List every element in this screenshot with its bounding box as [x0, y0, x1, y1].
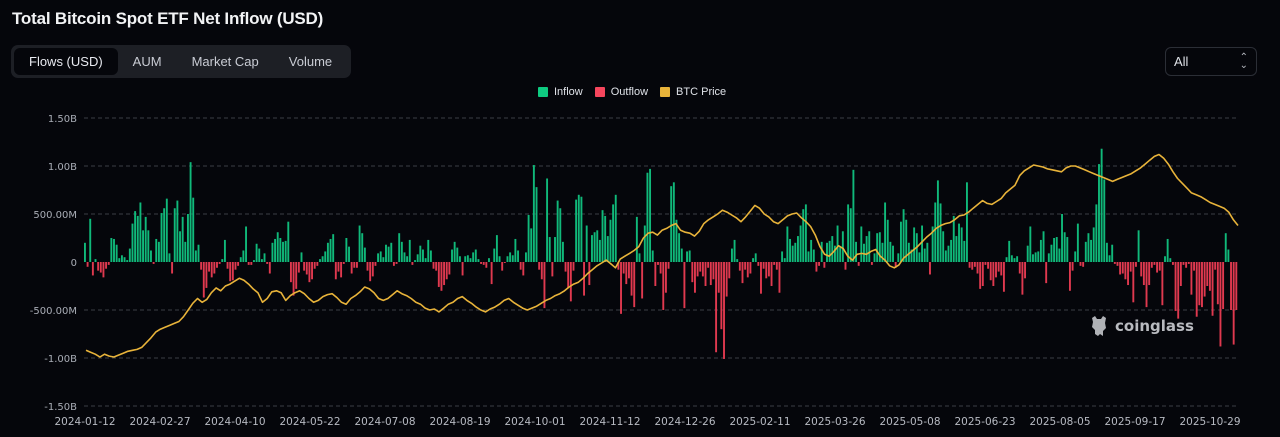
svg-text:2025-10-29: 2025-10-29 [1179, 416, 1240, 428]
y-axis: 1.50B 1.00B 500.00M 0 -500.00M -1.00B -1.50B [30, 114, 77, 413]
legend-label: Inflow [554, 86, 583, 98]
svg-text:1.00B: 1.00B [48, 162, 77, 173]
svg-text:500.00M: 500.00M [33, 210, 77, 221]
updown-chevron-icon: ⌃ ⌄ [1239, 51, 1248, 71]
page-title: Total Bitcoin Spot ETF Net Inflow (USD) [12, 9, 324, 28]
flow-bars [84, 148, 1238, 359]
btc-price-line [85, 153, 1239, 358]
svg-text:2024-02-27: 2024-02-27 [129, 416, 190, 428]
svg-text:2024-04-10: 2024-04-10 [204, 416, 265, 428]
btc-price-swatch-icon [660, 87, 671, 97]
inflow-swatch-icon [538, 87, 548, 97]
svg-text:2025-05-08: 2025-05-08 [879, 416, 940, 428]
svg-text:2024-10-01: 2024-10-01 [504, 416, 565, 428]
svg-text:2025-08-05: 2025-08-05 [1029, 416, 1090, 428]
svg-text:2025-03-26: 2025-03-26 [804, 416, 865, 428]
svg-text:-1.50B: -1.50B [44, 402, 77, 413]
range-select[interactable]: All ⌃ ⌄ [1165, 47, 1257, 76]
svg-text:2025-09-17: 2025-09-17 [1104, 416, 1165, 428]
tab-aum[interactable]: AUM [132, 54, 162, 69]
svg-text:2024-08-19: 2024-08-19 [429, 416, 490, 428]
metric-tabs: Flows (USD) AUM Market Cap Volume [11, 45, 351, 78]
svg-text:0: 0 [71, 258, 77, 269]
chart-legend: Inflow Outflow BTC Price [538, 86, 726, 98]
svg-text:2024-11-12: 2024-11-12 [579, 416, 640, 428]
svg-text:2024-12-26: 2024-12-26 [654, 416, 715, 428]
legend-label: BTC Price [676, 86, 727, 98]
svg-text:-500.00M: -500.00M [30, 306, 77, 317]
x-axis: 2024-01-12 2024-02-27 2024-04-10 2024-05-22… [54, 416, 1240, 428]
chart-grid [84, 117, 1238, 407]
svg-text:2024-05-22: 2024-05-22 [279, 416, 340, 428]
coinglass-logo-icon [1092, 316, 1106, 336]
svg-text:1.50B: 1.50B [48, 114, 77, 125]
svg-text:2025-02-11: 2025-02-11 [729, 416, 790, 428]
svg-text:2024-01-12: 2024-01-12 [54, 416, 115, 428]
tab-market-cap[interactable]: Market Cap [191, 54, 259, 69]
watermark-text: coinglass [1115, 317, 1194, 335]
legend-item-inflow[interactable]: Inflow [538, 86, 583, 98]
legend-label: Outflow [610, 86, 649, 98]
legend-item-outflow[interactable]: Outflow [594, 86, 649, 98]
legend-item-btc-price[interactable]: BTC Price [660, 86, 726, 98]
svg-text:-1.00B: -1.00B [44, 354, 77, 365]
watermark: coinglass [1089, 315, 1194, 337]
svg-text:2025-06-23: 2025-06-23 [954, 416, 1015, 428]
range-select-value: All [1174, 54, 1189, 69]
outflow-swatch-icon [594, 87, 605, 97]
tab-volume[interactable]: Volume [288, 54, 333, 69]
svg-text:2024-07-08: 2024-07-08 [354, 416, 415, 428]
tab-flows[interactable]: Flows (USD) [14, 48, 118, 75]
